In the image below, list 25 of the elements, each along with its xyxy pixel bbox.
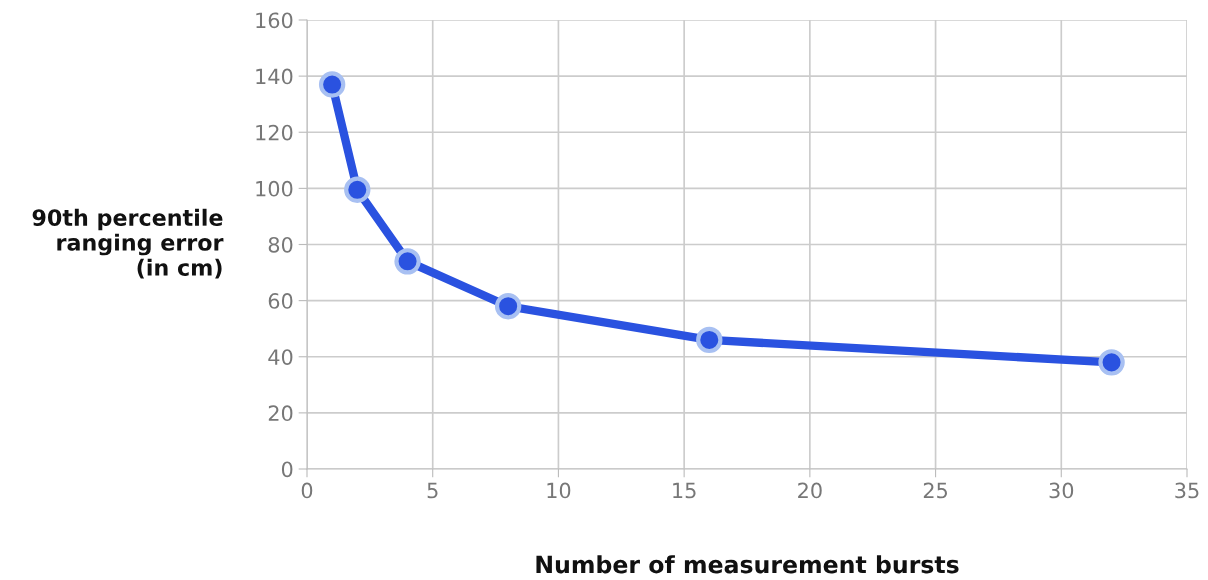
point <box>1098 349 1125 376</box>
y-tick-label: 0 <box>281 461 293 478</box>
y-tick-label: 80 <box>268 236 293 253</box>
y-axis-title: 90th percentile ranging error (in cm) <box>32 208 224 279</box>
x-tick-label: 5 <box>427 482 438 499</box>
point <box>494 293 522 320</box>
x-axis-title: Number of measurement bursts <box>536 555 959 574</box>
x-tick-label: 0 <box>301 482 313 499</box>
y-tick-label: 20 <box>268 405 293 422</box>
y-tick-label: 120 <box>256 124 293 141</box>
point <box>318 71 346 98</box>
y-tick-label: 40 <box>268 349 293 365</box>
y-tick-label: 60 <box>268 293 293 309</box>
y-tick-label: 100 <box>256 180 293 197</box>
y-tick-label: 140 <box>256 68 293 85</box>
y-tick-label: 160 <box>256 12 293 29</box>
point <box>394 248 421 275</box>
x-tick-label: 30 <box>1049 482 1074 499</box>
x-tick-label: 15 <box>673 482 696 499</box>
x-tick-label: 35 <box>1175 482 1199 499</box>
x-tick-label: 20 <box>798 482 822 499</box>
point <box>344 176 371 203</box>
point <box>696 326 723 354</box>
x-tick-label: 10 <box>547 482 571 499</box>
x-tick-label: 25 <box>923 482 948 499</box>
